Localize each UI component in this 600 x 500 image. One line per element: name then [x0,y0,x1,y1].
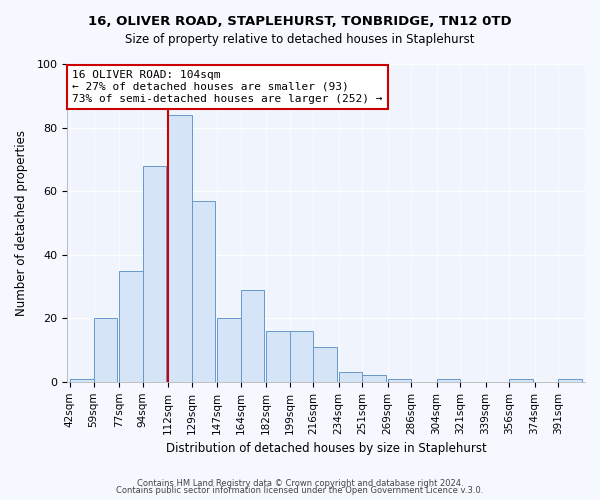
Text: Contains HM Land Registry data © Crown copyright and database right 2024.: Contains HM Land Registry data © Crown c… [137,478,463,488]
Bar [266,331,290,382]
Bar [313,347,337,382]
Bar [191,200,215,382]
Text: 16, OLIVER ROAD, STAPLEHURST, TONBRIDGE, TN12 0TD: 16, OLIVER ROAD, STAPLEHURST, TONBRIDGE,… [88,15,512,28]
Bar [362,376,386,382]
Bar [119,270,143,382]
Bar [509,378,533,382]
Bar [437,378,460,382]
Text: Size of property relative to detached houses in Staplehurst: Size of property relative to detached ho… [125,32,475,46]
Bar [143,166,166,382]
X-axis label: Distribution of detached houses by size in Staplehurst: Distribution of detached houses by size … [166,442,487,455]
Bar [94,318,118,382]
Bar [168,115,191,382]
Bar [388,378,412,382]
Bar [290,331,313,382]
Bar [217,318,241,382]
Bar [70,378,94,382]
Text: Contains public sector information licensed under the Open Government Licence v.: Contains public sector information licen… [116,486,484,495]
Y-axis label: Number of detached properties: Number of detached properties [15,130,28,316]
Text: 16 OLIVER ROAD: 104sqm
← 27% of detached houses are smaller (93)
73% of semi-det: 16 OLIVER ROAD: 104sqm ← 27% of detached… [72,70,383,104]
Bar [241,290,265,382]
Bar [338,372,362,382]
Bar [559,378,582,382]
